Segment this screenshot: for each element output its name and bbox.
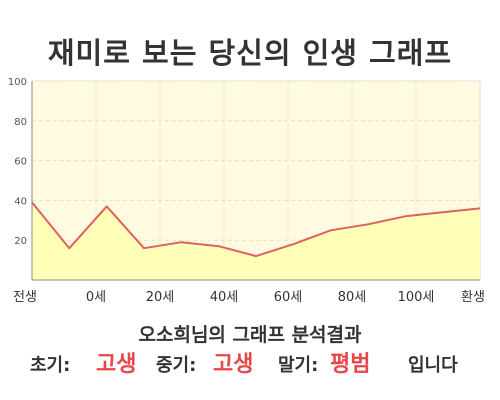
result-summary: 초기: 고생 중기: 고생 말기: 평범 입니다 [0, 348, 500, 380]
x-tick-label: 환생 [461, 290, 485, 305]
x-tick-labels: 전생 0세 20세 40세 60세 80세 100세 환생 [13, 290, 485, 305]
x-tick-label: 전생 [13, 290, 37, 305]
grid-lines [32, 80, 480, 280]
y-tick-label: 40 [14, 196, 27, 207]
x-tick-label: 100세 [398, 290, 435, 305]
life-graph-chart: 20 40 60 80 100 전생 0세 20세 40세 60세 80세 100세 환생 [8, 77, 485, 305]
y-tick-label: 60 [14, 157, 27, 168]
late-label: 말기: [278, 355, 319, 376]
mid-value: 고생 [213, 352, 254, 377]
page-title: 재미로 보는 당신의 인생 그래프 [47, 36, 453, 70]
x-tick-label: 80세 [338, 290, 367, 305]
y-tick-label: 20 [14, 236, 27, 247]
x-tick-label: 40세 [210, 290, 239, 305]
y-tick-labels: 20 40 60 80 100 [8, 77, 27, 247]
series-line [31, 201, 481, 258]
x-tick-label: 0세 [86, 290, 106, 305]
y-tick-label: 100 [8, 77, 27, 88]
suffix-text: 입니다 [408, 355, 458, 376]
late-value: 평범 [330, 352, 371, 377]
series-area [32, 202, 480, 280]
x-tick-label: 60세 [274, 290, 303, 305]
y-tick-label: 80 [14, 117, 27, 128]
early-value: 고생 [96, 352, 137, 377]
early-label: 초기: [30, 355, 71, 376]
mid-label: 중기: [156, 355, 197, 376]
x-tick-label: 20세 [146, 290, 175, 305]
result-title: 오소희님의 그래프 분석결과 [138, 324, 362, 346]
